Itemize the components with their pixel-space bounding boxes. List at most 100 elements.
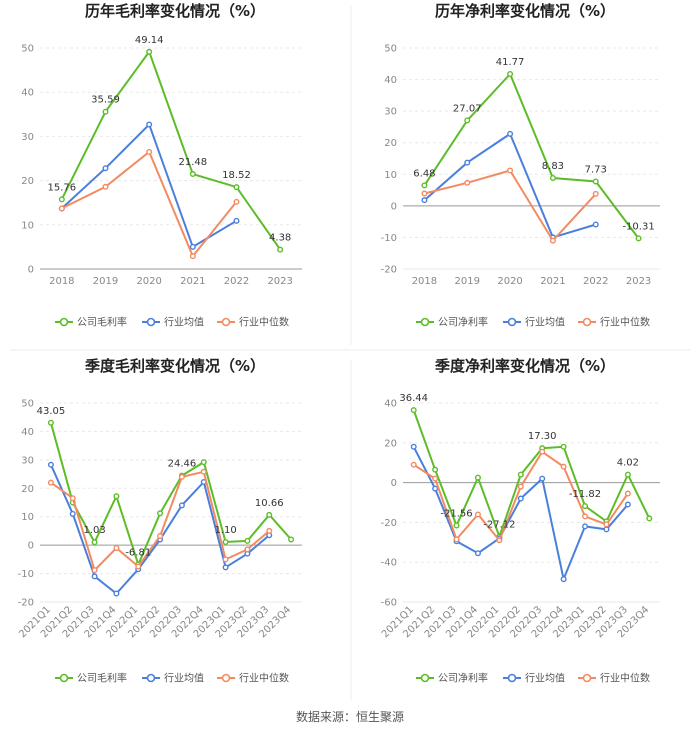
series-median [58,148,240,260]
data-label: 18.52 [222,170,251,181]
legend: 公司毛利率 行业均值 行业中位数 [55,316,289,329]
data-point-avg [517,495,524,502]
legend: 公司毛利率 行业均值 行业中位数 [55,672,289,685]
data-point-company [47,419,54,426]
data-point-avg [410,443,417,450]
x-tick-label: 2018 [49,276,74,287]
data-point-company [266,511,273,518]
y-tick-label: 10 [21,220,34,231]
series-line-company [49,422,292,568]
x-tick-label: 2020 [136,276,161,287]
y-tick-label: 20 [384,138,397,149]
series-avg [410,443,631,583]
data-point-median [592,190,599,197]
data-label: 8.83 [542,161,564,172]
x-tick-label: 2022 [583,276,608,287]
y-tick-label: 10 [21,512,34,523]
data-point-median [517,483,524,490]
data-point-company [582,503,589,510]
legend-label: 行业中位数 [600,316,650,329]
x-tick-label: 2023 [267,276,292,287]
data-point-company [146,48,153,55]
series-median [47,468,273,574]
data-label: 10.66 [255,498,284,509]
data-label: 17.30 [528,431,557,442]
x-tick-label: 2020 [497,276,522,287]
data-point-median [410,461,417,468]
data-point-avg [178,502,185,509]
data-point-company [288,536,295,543]
data-point-median [474,511,481,518]
legend-label: 行业均值 [164,672,204,685]
data-source-footer: 数据来源：恒生聚源 [295,710,404,724]
data-label: 1.03 [83,525,105,536]
legend-label: 公司毛利率 [77,672,127,685]
data-point-median [58,205,65,212]
data-point-median [582,513,589,520]
chart-title: 季度毛利率变化情况（%） [85,357,265,375]
data-label: -27.12 [483,520,515,531]
data-point-avg [47,461,54,468]
series-company [421,70,642,242]
x-tick-label: 2021 [180,276,205,287]
data-point-company [277,246,284,253]
data-point-avg [102,165,109,172]
legend-label: 公司毛利率 [77,316,127,329]
data-point-median [507,167,514,174]
data-point-median [200,468,207,475]
legend-swatch-marker [420,317,430,327]
data-label: 4.38 [269,233,291,244]
chart-2: 历年净利率变化情况（%） -20 -10 0 10 20 30 40 50 2018 2019 202… [381,2,660,329]
data-point-company [453,522,460,529]
data-point-median [69,495,76,502]
x-tick-label: 2019 [455,276,480,287]
legend-label: 行业均值 [525,672,565,685]
chart-title: 历年毛利率变化情况（%） [85,2,265,20]
data-point-median [624,490,631,497]
y-tick-label: 0 [28,265,34,276]
series-avg [421,130,599,241]
legend-label: 行业均值 [525,316,565,329]
legend-swatch-marker [507,673,517,683]
x-tick-label: 2021 [540,276,565,287]
legend-swatch-marker [582,317,592,327]
series-line-avg [61,122,238,249]
data-point-avg [69,510,76,517]
data-point-avg [146,121,153,128]
series-line-median [61,150,238,259]
legend-swatch-marker [221,673,231,683]
data-point-median [560,463,567,470]
data-point-company [560,443,567,450]
y-tick-label: 30 [21,132,34,143]
data-point-median [453,536,460,543]
chart-4: 季度净利率变化情况（%）-60-40-20020402021Q12021Q220… [380,357,660,685]
data-point-company [233,184,240,191]
data-point-company [464,117,471,124]
data-point-median [603,521,610,528]
y-tick-label: 40 [21,427,34,438]
series-median [421,167,599,244]
data-label: 6.48 [413,168,435,179]
data-point-median [432,475,439,482]
y-tick-label: 50 [21,44,34,55]
data-point-company [592,178,599,185]
data-point-company [157,510,164,517]
data-point-company [646,515,653,522]
data-point-avg [222,564,229,571]
legend-label: 公司净利率 [438,672,488,685]
data-label: -21.56 [440,509,472,520]
data-point-company [58,196,65,203]
y-tick-label: 20 [384,438,397,449]
legend-label: 行业中位数 [239,316,289,329]
data-point-median [47,479,54,486]
legend-label: 行业均值 [164,316,204,329]
series-company [58,48,284,253]
data-point-company [102,108,109,115]
data-label: -10.31 [622,221,654,232]
data-label: 1.10 [214,525,236,536]
legend: 公司净利率 行业均值 行业中位数 [416,316,650,329]
data-point-avg [560,576,567,583]
data-label: 43.05 [37,406,66,417]
y-tick-label: -10 [18,569,34,580]
